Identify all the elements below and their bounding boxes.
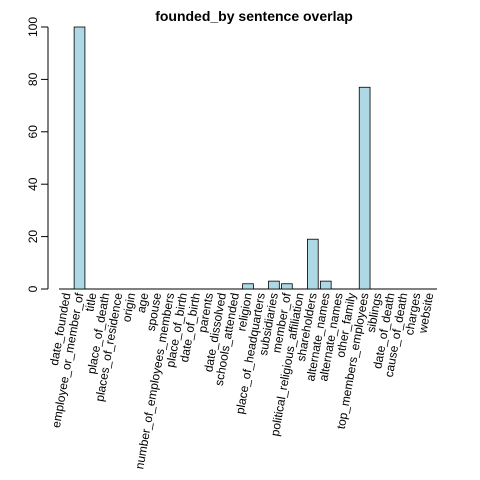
y-axis: 0 20 40 60 80 100 (26, 17, 49, 292)
y-tick-label: 100 (26, 17, 40, 37)
bar (268, 280, 280, 290)
bars (73, 26, 371, 290)
bar (306, 238, 319, 290)
y-tick-label: 20 (26, 230, 40, 244)
y-tick-label: 80 (26, 72, 40, 86)
chart-title: founded_by sentence overlap (155, 8, 353, 24)
y-tick-label: 0 (26, 285, 40, 292)
bar (281, 283, 293, 290)
x-tick-label: religion (234, 292, 255, 333)
bar (358, 86, 371, 290)
x-tick-label: parents (195, 292, 216, 334)
x-tick-label: title (82, 291, 99, 312)
y-tick-label: 60 (26, 125, 40, 139)
x-tick-label: siblings (364, 292, 385, 334)
x-tick-label: spouse (144, 291, 165, 332)
x-tick-label: age (134, 291, 151, 313)
x-tick-label: origin (119, 292, 138, 323)
y-tick-label: 40 (26, 177, 40, 191)
bar (73, 26, 86, 290)
bar (242, 283, 254, 290)
bar (319, 280, 332, 290)
x-axis: date_foundedemployee_or_member_oftitlepl… (47, 288, 437, 470)
